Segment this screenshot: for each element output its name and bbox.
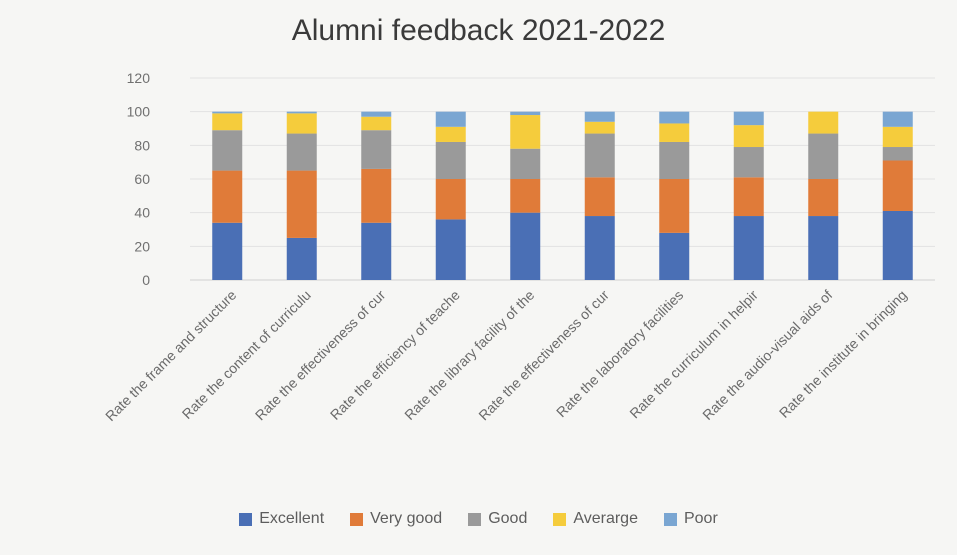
x-category-label: Rate the content of curriculu xyxy=(179,287,314,422)
legend-swatch xyxy=(350,512,364,526)
legend-label: Very good xyxy=(370,510,443,527)
bar-segment-very-good xyxy=(361,168,392,223)
legend-label: Excellent xyxy=(259,510,325,527)
bar-segment-excellent xyxy=(584,216,615,280)
bar-segment-good xyxy=(659,141,690,179)
bar-segment-poor xyxy=(882,111,913,127)
bar-segment-good xyxy=(808,133,839,179)
bar-segment-good xyxy=(510,148,541,179)
bar-segment-poor xyxy=(659,111,690,124)
bar-segment-very-good xyxy=(510,179,541,213)
bar-segment-very-good xyxy=(808,179,839,217)
bar-segment-very-good xyxy=(584,177,615,217)
y-tick-label: 40 xyxy=(134,205,150,221)
legend-label: Good xyxy=(488,510,528,527)
bar-segment-good xyxy=(733,147,764,178)
bar-segment-very-good xyxy=(733,177,764,217)
y-tick-label: 60 xyxy=(134,171,150,187)
x-category-label: Rate the efficiency of teache xyxy=(327,287,463,423)
bar-segment-excellent xyxy=(286,237,317,280)
bar-segment-averarge xyxy=(212,113,243,131)
legend-label: Poor xyxy=(683,510,718,527)
y-tick-label: 0 xyxy=(142,272,150,288)
bar-segment-averarge xyxy=(435,126,466,142)
x-category-label: Rate the effectiveness of cur xyxy=(475,287,612,424)
x-category-label: Rate the institute in bringing xyxy=(776,287,910,421)
bar-segment-averarge xyxy=(584,121,615,134)
legend-item: Poor xyxy=(663,510,718,528)
legend-swatch xyxy=(468,512,482,526)
bar-segment-excellent xyxy=(510,212,541,280)
bar-segment-poor xyxy=(733,111,764,126)
bar-segment-averarge xyxy=(286,113,317,134)
x-category-label: Rate the audio-visual aids of xyxy=(699,287,835,423)
bar-segment-averarge xyxy=(659,123,690,142)
legend-item: Good xyxy=(468,510,527,528)
y-axis-ticks: 0 20 40 60 80 100 120 xyxy=(127,70,151,288)
legend: Excellent Very good Good Averarge Poor xyxy=(0,510,957,528)
legend-item: Very good xyxy=(350,510,442,528)
bar-segment-very-good xyxy=(435,179,466,220)
bar-segment-good xyxy=(435,141,466,179)
y-tick-label: 100 xyxy=(127,104,151,120)
bar-segment-averarge xyxy=(733,125,764,148)
bar-segment-good xyxy=(212,130,243,171)
bar-segment-poor xyxy=(361,111,392,117)
bar-segment-very-good xyxy=(286,170,317,238)
bar-segment-excellent xyxy=(733,216,764,280)
bar-segment-excellent xyxy=(435,219,466,280)
bar-segment-excellent xyxy=(882,210,913,280)
bar-segment-excellent xyxy=(361,222,392,280)
bar-segment-poor xyxy=(286,111,317,114)
bar-segment-averarge xyxy=(361,116,392,131)
bar-stacks xyxy=(212,111,913,280)
bar-segment-averarge xyxy=(882,126,913,148)
y-tick-label: 120 xyxy=(127,70,151,86)
x-category-label: Rate the effectiveness of cur xyxy=(252,287,389,424)
bar-segment-good xyxy=(584,133,615,178)
legend-swatch xyxy=(239,512,253,526)
y-tick-label: 20 xyxy=(134,238,150,254)
x-category-label: Rate the laboratory facilities xyxy=(553,287,686,420)
legend-item: Excellent xyxy=(239,510,324,528)
legend-item: Averarge xyxy=(553,510,638,528)
x-category-label: Rate the curriculum in helpir xyxy=(626,287,761,422)
bar-segment-averarge xyxy=(510,115,541,149)
bar-segment-very-good xyxy=(882,160,913,211)
legend-swatch xyxy=(663,512,677,526)
bar-segment-very-good xyxy=(659,179,690,233)
bar-segment-excellent xyxy=(808,216,839,280)
bar-segment-poor xyxy=(584,111,615,122)
bar-segment-excellent xyxy=(659,232,690,280)
chart-title: Alumni feedback 2021-2022 xyxy=(291,14,666,47)
bar-segment-poor xyxy=(435,111,466,127)
bar-segment-good xyxy=(882,147,913,161)
x-category-label: Rate the library facility of the xyxy=(401,287,537,423)
legend-label: Averarge xyxy=(573,510,638,527)
bar-segment-averarge xyxy=(808,111,839,134)
bar-segment-poor xyxy=(212,111,243,114)
bar-segment-good xyxy=(361,130,392,169)
bar-segment-excellent xyxy=(212,222,243,280)
x-category-label: Rate the frame and structure xyxy=(102,287,239,424)
y-tick-label: 80 xyxy=(134,137,150,153)
legend-swatch xyxy=(553,512,567,526)
bar-segment-good xyxy=(286,133,317,171)
bar-segment-very-good xyxy=(212,170,243,223)
bar-segment-poor xyxy=(510,111,541,116)
